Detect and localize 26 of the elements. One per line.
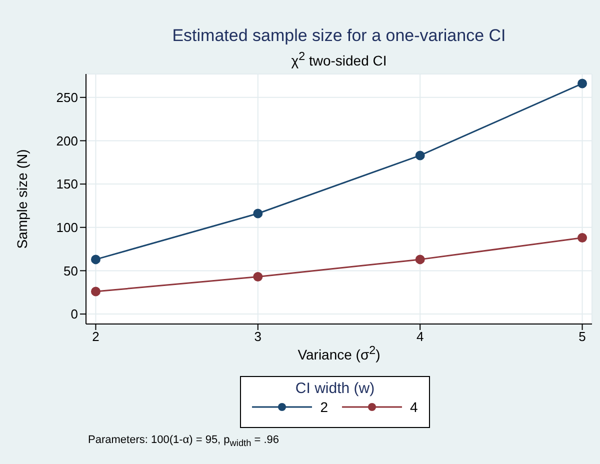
point xyxy=(578,78,588,88)
y-tick-label: 0 xyxy=(70,306,78,322)
point xyxy=(415,254,425,264)
point xyxy=(415,150,425,160)
legend-title: CI width (w) xyxy=(294,380,376,397)
text: Parameters: 100(1-α) = 95, p$_{width}$ = .96 xyxy=(88,434,280,448)
x-tick-label: 3 xyxy=(254,329,262,344)
y-tick-label: 250 xyxy=(56,90,78,106)
point xyxy=(253,208,263,218)
x-axis-title: Variance (σ$^{2}$) xyxy=(296,344,382,363)
x-tick-label: 2 xyxy=(92,329,100,344)
y-tick-label: 100 xyxy=(56,220,78,235)
y-tick-label: 200 xyxy=(56,133,78,148)
y-axis-title: Sample size (N) xyxy=(14,149,30,249)
chart-title: Estimated sample size for a one-variance CI xyxy=(171,26,507,46)
y-tick-label: 150 xyxy=(56,176,78,192)
point xyxy=(90,286,100,296)
point xyxy=(90,254,100,264)
legend-label: 2 xyxy=(320,399,328,415)
chart-subtitle: χ$^{2}$ two-sided CI xyxy=(290,50,388,69)
y-tick-label: 50 xyxy=(64,263,78,278)
point xyxy=(253,272,263,282)
x-tick-label: 5 xyxy=(578,329,586,344)
x-tick-label: 4 xyxy=(416,329,424,344)
legend-label: 4 xyxy=(410,399,418,415)
point xyxy=(578,233,588,243)
